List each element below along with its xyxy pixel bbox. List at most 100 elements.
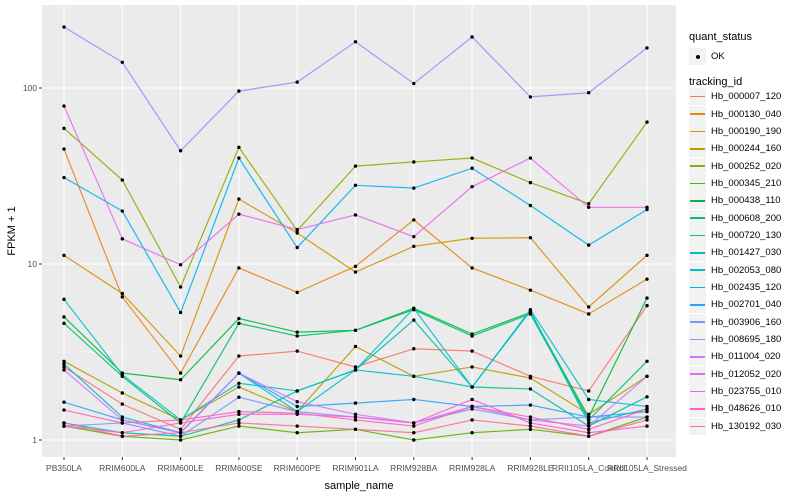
legend-entry-label: Hb_000244_160 <box>711 143 782 155</box>
data-point <box>528 424 533 428</box>
legend-entry-Hb_002701_040: Hb_002701_040 <box>689 296 782 314</box>
data-point <box>62 104 66 108</box>
data-point <box>645 407 649 411</box>
legend-entry-label: Hb_000252_020 <box>711 160 782 172</box>
series-line-icon <box>690 217 705 219</box>
series-line-icon <box>690 425 705 428</box>
data-point <box>587 243 591 247</box>
data-point <box>237 321 241 326</box>
data-point <box>470 349 474 353</box>
data-point <box>178 285 183 289</box>
legend-entry-Hb_000438_110: Hb_000438_110 <box>689 192 781 210</box>
data-point <box>237 412 241 416</box>
data-point <box>645 374 649 379</box>
data-point <box>62 126 66 131</box>
x-axis-title: sample_name <box>324 480 393 492</box>
legend-key <box>689 209 706 227</box>
data-point <box>645 277 649 281</box>
data-point <box>62 253 66 258</box>
data-point <box>295 80 299 84</box>
data-point <box>237 409 241 414</box>
data-point <box>120 372 125 377</box>
data-point <box>528 403 533 407</box>
legend-entry-Hb_008695_180: Hb_008695_180 <box>689 331 781 349</box>
legend-entry-label: Hb_048626_010 <box>711 403 782 415</box>
data-point <box>412 424 416 428</box>
data-point <box>412 234 416 239</box>
data-point <box>353 328 358 333</box>
legend-entry-label: Hb_003906_160 <box>711 316 782 328</box>
series-line-icon <box>690 199 705 202</box>
data-point <box>587 427 591 432</box>
data-point <box>645 296 649 300</box>
legend-key <box>689 105 706 123</box>
legend-entry-label: Hb_023755_010 <box>711 386 782 398</box>
legend-entry-Hb_000720_130: Hb_000720_130 <box>689 226 781 244</box>
y-tick-label: 10 <box>28 259 38 269</box>
data-point <box>412 306 416 311</box>
series-line-icon <box>690 408 705 410</box>
data-point <box>587 91 591 95</box>
data-point <box>178 438 183 442</box>
data-point <box>645 205 649 209</box>
legend-title-quant-status: quant_status <box>689 31 752 43</box>
data-point <box>645 404 649 409</box>
series-line-icon <box>690 390 705 393</box>
data-point <box>120 415 125 419</box>
series-line-icon <box>690 234 705 237</box>
data-point <box>470 418 474 422</box>
legend-key <box>689 279 706 297</box>
data-point <box>645 359 649 364</box>
series-line-icon <box>690 165 705 167</box>
data-point <box>62 362 66 366</box>
legend-key <box>689 313 706 331</box>
data-point <box>353 183 358 188</box>
data-point <box>178 378 183 382</box>
data-point <box>237 316 241 321</box>
data-point <box>178 371 183 375</box>
data-point <box>353 365 358 369</box>
data-point <box>120 295 125 299</box>
data-point <box>470 385 474 389</box>
data-point <box>412 186 416 190</box>
data-point <box>295 245 299 250</box>
data-point <box>587 412 591 416</box>
data-point <box>237 212 241 216</box>
data-point <box>470 397 474 402</box>
legend: quant_status OK tracking_id Hb_000007_12… <box>687 0 799 500</box>
data-point <box>237 385 241 389</box>
legend-entry-label: Hb_001427_030 <box>711 247 782 259</box>
legend-entry-label: Hb_002053_080 <box>711 264 782 276</box>
data-point <box>120 434 125 438</box>
data-point <box>587 312 591 316</box>
data-point <box>470 365 474 369</box>
data-point <box>353 344 358 349</box>
legend-key <box>689 122 706 140</box>
legend-entry-Hb_012052_020: Hb_012052_020 <box>689 365 782 383</box>
data-point <box>62 175 66 180</box>
data-point <box>237 395 241 399</box>
legend-entry-label: Hb_000130_040 <box>711 108 782 120</box>
data-point <box>295 290 299 295</box>
legend-entry-label: Hb_002701_040 <box>711 299 782 311</box>
data-point <box>587 424 591 428</box>
data-point <box>62 368 66 372</box>
x-tick-label: RRII105LA_Control <box>552 463 626 473</box>
legend-entry-label: Hb_130192_030 <box>711 420 782 432</box>
y-tick-label: 100 <box>23 83 37 93</box>
series-line-icon <box>690 304 705 306</box>
data-point <box>62 408 66 412</box>
panel-background <box>42 5 676 457</box>
data-point <box>178 149 183 153</box>
legend-entry-label: Hb_000608_200 <box>711 212 782 224</box>
legend-entry-label: Hb_012052_020 <box>711 368 782 380</box>
legend-entry-Hb_000345_210: Hb_000345_210 <box>689 174 781 192</box>
series-line-icon <box>690 182 705 185</box>
x-tick-label: RRIM928BA <box>390 463 438 473</box>
data-point <box>178 418 183 422</box>
x-tick-label: RRIM600LE <box>157 463 204 473</box>
legend-entry-label: Hb_002435_120 <box>711 282 782 294</box>
data-point <box>62 400 66 404</box>
legend-entry-Hb_048626_010: Hb_048626_010 <box>689 400 782 418</box>
data-point <box>295 349 299 353</box>
